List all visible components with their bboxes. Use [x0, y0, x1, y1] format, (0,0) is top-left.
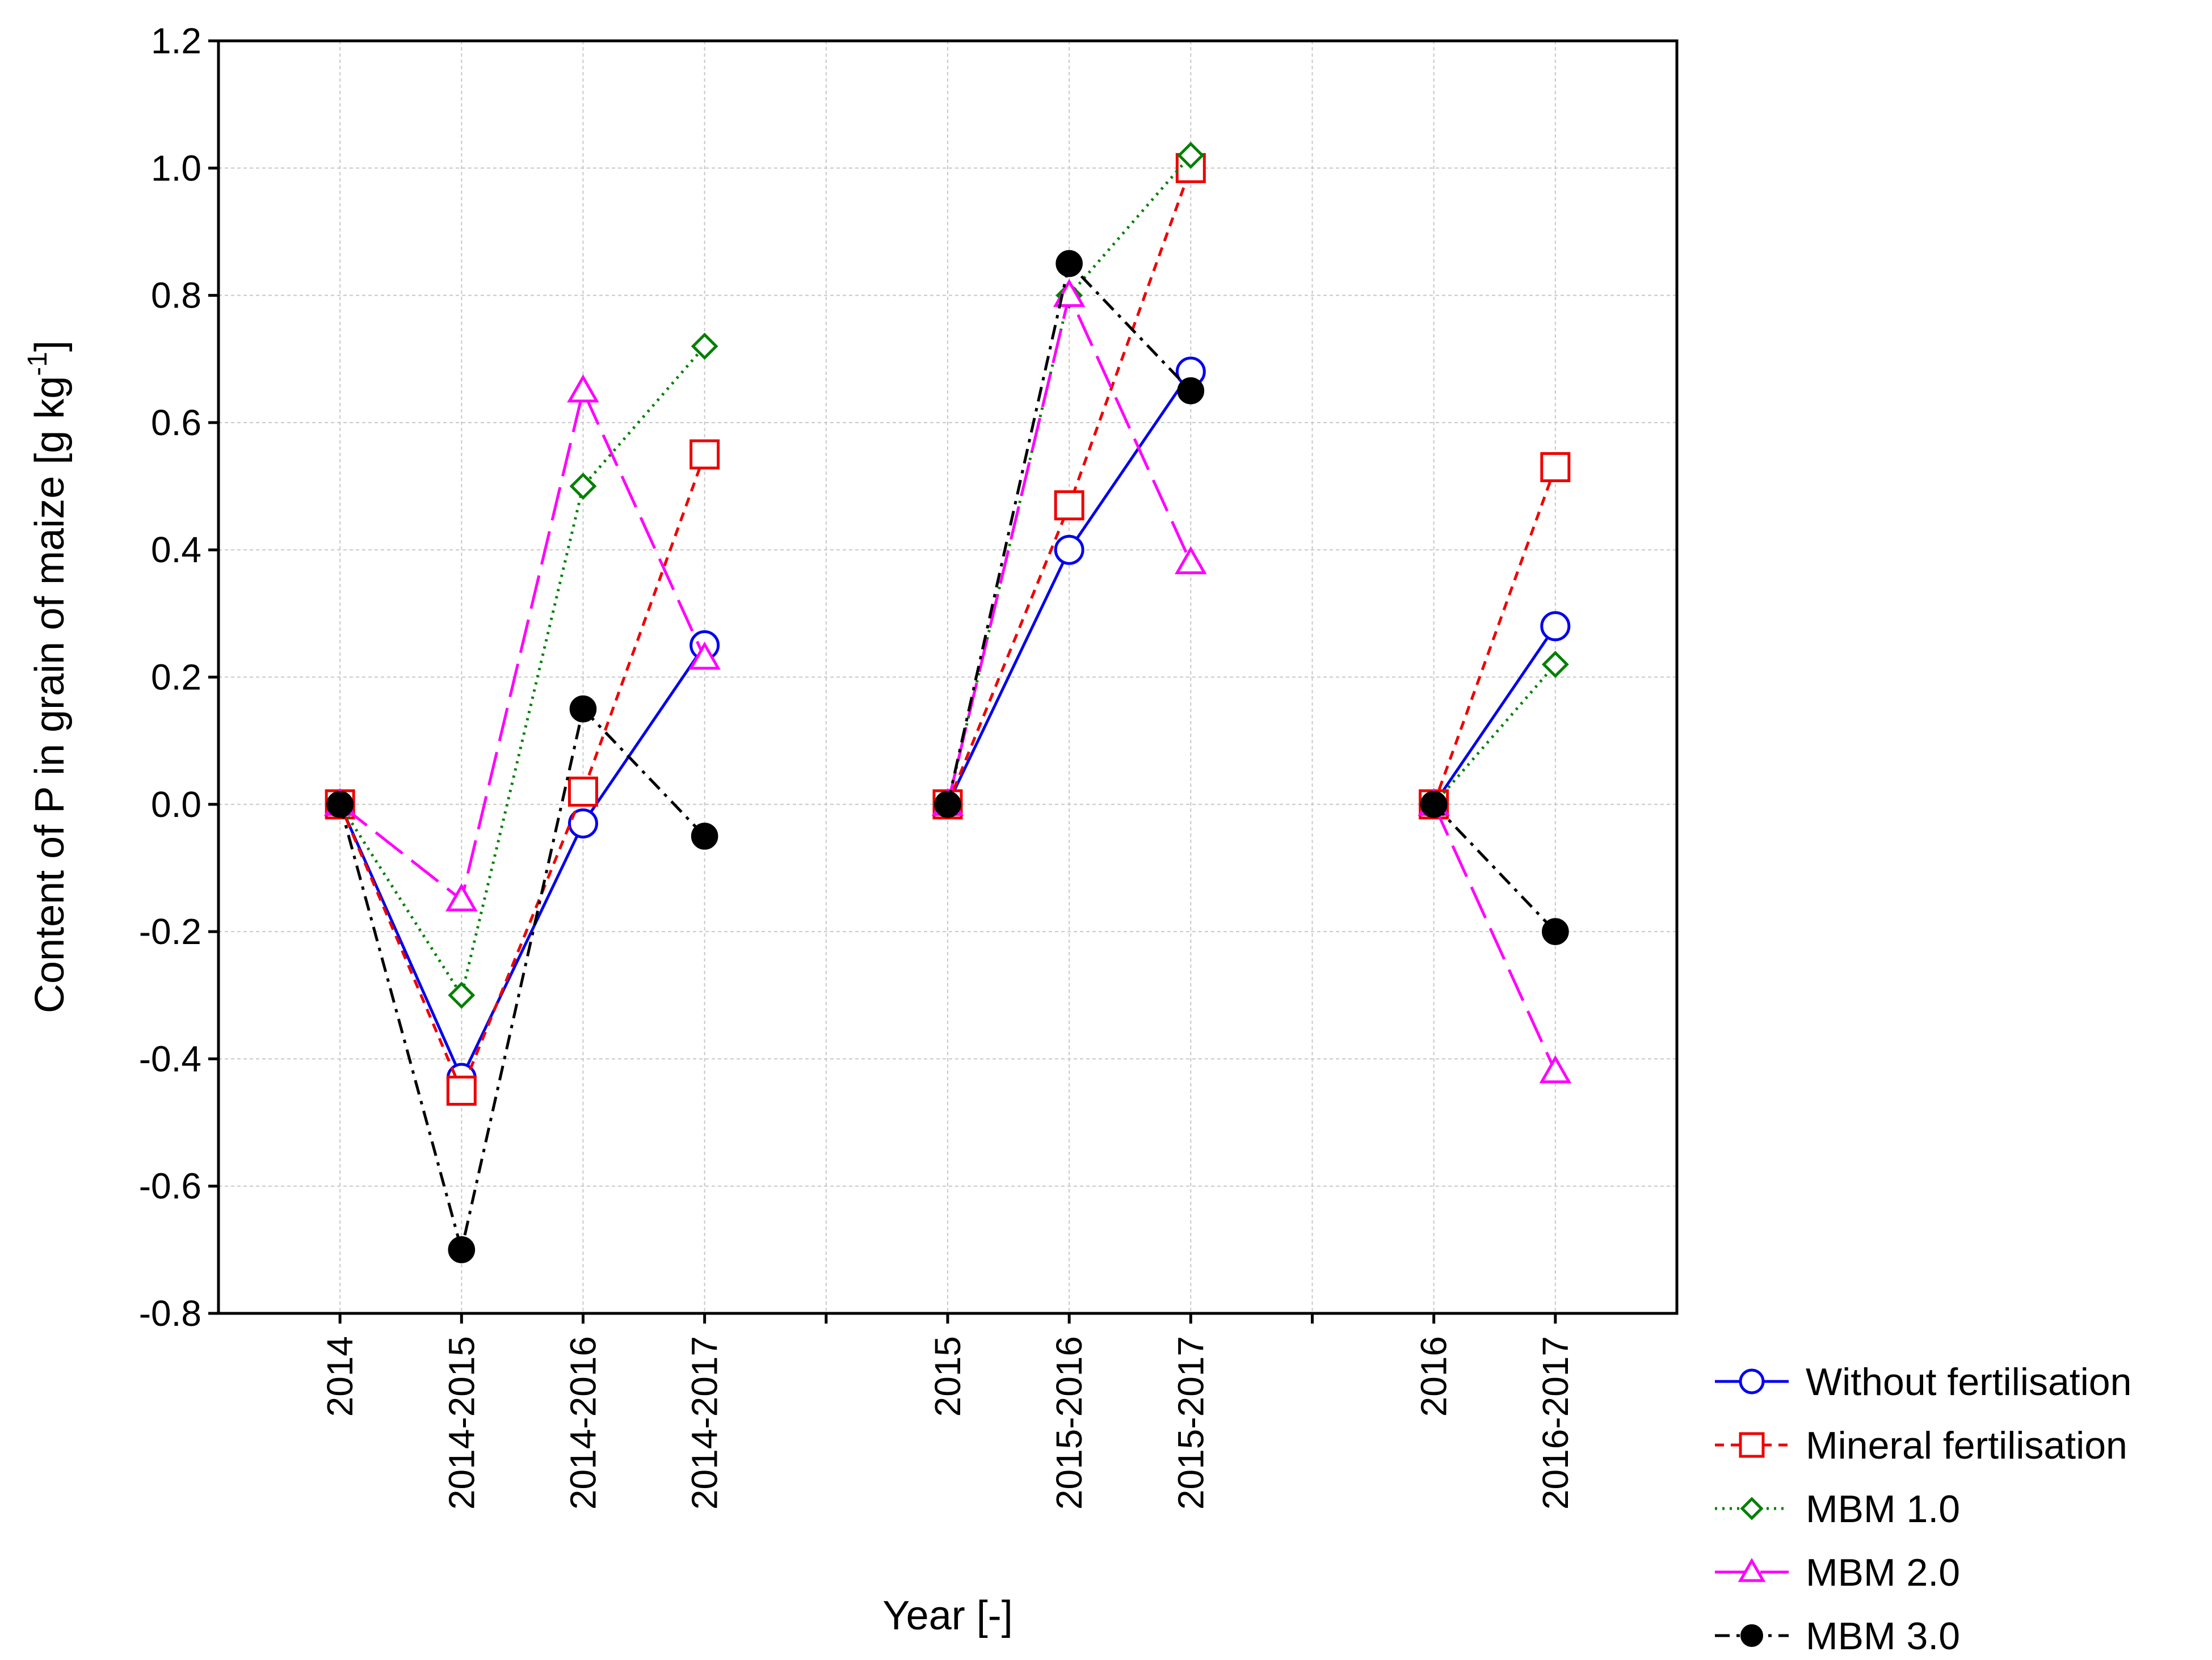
legend-marker	[1740, 1624, 1763, 1647]
x-tick-label: 2015-2016	[1049, 1336, 1090, 1510]
y-tick-label: 0.8	[151, 275, 201, 316]
legend-item: Without fertilisation	[1715, 1360, 2131, 1404]
data-point	[688, 641, 721, 670]
x-tick-label: 2014	[319, 1336, 360, 1417]
y-tick-label: -0.8	[139, 1293, 201, 1334]
data-point	[448, 1236, 476, 1263]
series-line	[339, 345, 706, 999]
data-point	[691, 823, 718, 850]
y-axis-title-main: Content of P in grain of maize [g kg	[27, 376, 73, 1013]
x-axis-title: Year [-]	[882, 1593, 1012, 1638]
y-axis-title-end: ]	[27, 340, 73, 352]
y-tick-label: 1.0	[151, 148, 201, 188]
data-point	[689, 439, 720, 470]
legend-label: MBM 2.0	[1806, 1551, 1960, 1594]
data-point	[446, 1075, 477, 1106]
grid-lines	[218, 41, 1677, 1313]
y-tick-label: 0.2	[151, 657, 201, 698]
y-tick-label: 1.2	[151, 20, 201, 61]
data-point	[569, 473, 597, 500]
series-line	[1432, 803, 1557, 933]
legend-item: MBM 1.0	[1715, 1488, 1960, 1531]
x-tick-label: 2015	[927, 1336, 968, 1417]
data-point	[569, 695, 597, 723]
y-axis-title: Content of P in grain of maize [g kg-1]	[23, 340, 73, 1013]
x-tick-label: 2014-2017	[684, 1336, 725, 1510]
series-line	[338, 644, 706, 1082]
data-point	[1542, 918, 1569, 945]
legend-label: MBM 1.0	[1806, 1488, 1960, 1531]
data-point	[1540, 611, 1571, 642]
series-mbm-3-0	[326, 250, 1569, 1263]
data-point	[1540, 452, 1571, 482]
series-line	[339, 386, 706, 903]
data-point	[1177, 141, 1205, 169]
series-line	[338, 454, 707, 1094]
x-tick-label: 2016	[1414, 1336, 1454, 1417]
y-axis: -0.8 -0.6 -0.4 -0.2 0.0 0.2 0.4 0.6 0.8 1.0 1.2	[139, 20, 218, 1334]
legend: Without fertilisation Mineral fertilisati…	[1715, 1360, 2131, 1658]
data-point	[934, 791, 961, 818]
legend-marker	[1739, 1368, 1765, 1394]
y-tick-label: 0.0	[151, 784, 201, 825]
data-point	[445, 883, 478, 912]
y-tick-label: 0.6	[151, 402, 201, 443]
data-point	[1541, 651, 1569, 679]
x-tick-label: 2016-2017	[1535, 1336, 1576, 1510]
data-point	[568, 808, 598, 839]
x-tick-label: 2014-2016	[563, 1336, 604, 1510]
y-tick-label: -0.2	[139, 911, 201, 952]
data-point	[1054, 534, 1084, 565]
series-mbm-2-0	[323, 279, 1572, 1084]
series-line	[338, 706, 706, 1250]
data-point	[1175, 546, 1207, 575]
y-tick-label: -0.4	[139, 1038, 201, 1079]
legend-item: MBM 2.0	[1715, 1551, 1960, 1594]
data-point	[1539, 1055, 1572, 1084]
x-tick-label: 2015-2017	[1170, 1336, 1211, 1510]
legend-label: Without fertilisation	[1806, 1360, 2131, 1404]
series-line	[1432, 663, 1557, 806]
data-point	[567, 374, 599, 403]
legend-label: MBM 3.0	[1806, 1615, 1960, 1658]
series-line	[1432, 625, 1557, 806]
x-tick-label: 2014-2015	[441, 1336, 482, 1510]
y-axis-title-superscript: -1	[23, 352, 53, 376]
data-point	[448, 981, 476, 1009]
data-point	[1054, 490, 1084, 521]
data-point	[326, 791, 354, 818]
y-tick-label: -0.6	[139, 1166, 201, 1207]
series-line	[1432, 466, 1557, 805]
y-tick-label: 0.4	[151, 529, 201, 570]
legend-item: MBM 3.0	[1715, 1615, 1960, 1658]
series-line	[1432, 803, 1557, 1072]
x-axis: 2014 2014-2015 2014-2016 2014-2017 2015 2015-…	[319, 1313, 1576, 1510]
data-point	[1177, 377, 1205, 405]
data-point	[1420, 791, 1448, 818]
legend-marker	[1739, 1432, 1765, 1458]
data-point	[1055, 250, 1083, 277]
legend-item: Mineral fertilisation	[1715, 1424, 2127, 1467]
data-point	[691, 332, 718, 360]
legend-marker	[1740, 1497, 1764, 1520]
legend-marker	[1738, 1557, 1766, 1582]
series-layer	[323, 141, 1572, 1263]
data-point	[568, 776, 598, 807]
legend-label: Mineral fertilisation	[1806, 1424, 2127, 1467]
